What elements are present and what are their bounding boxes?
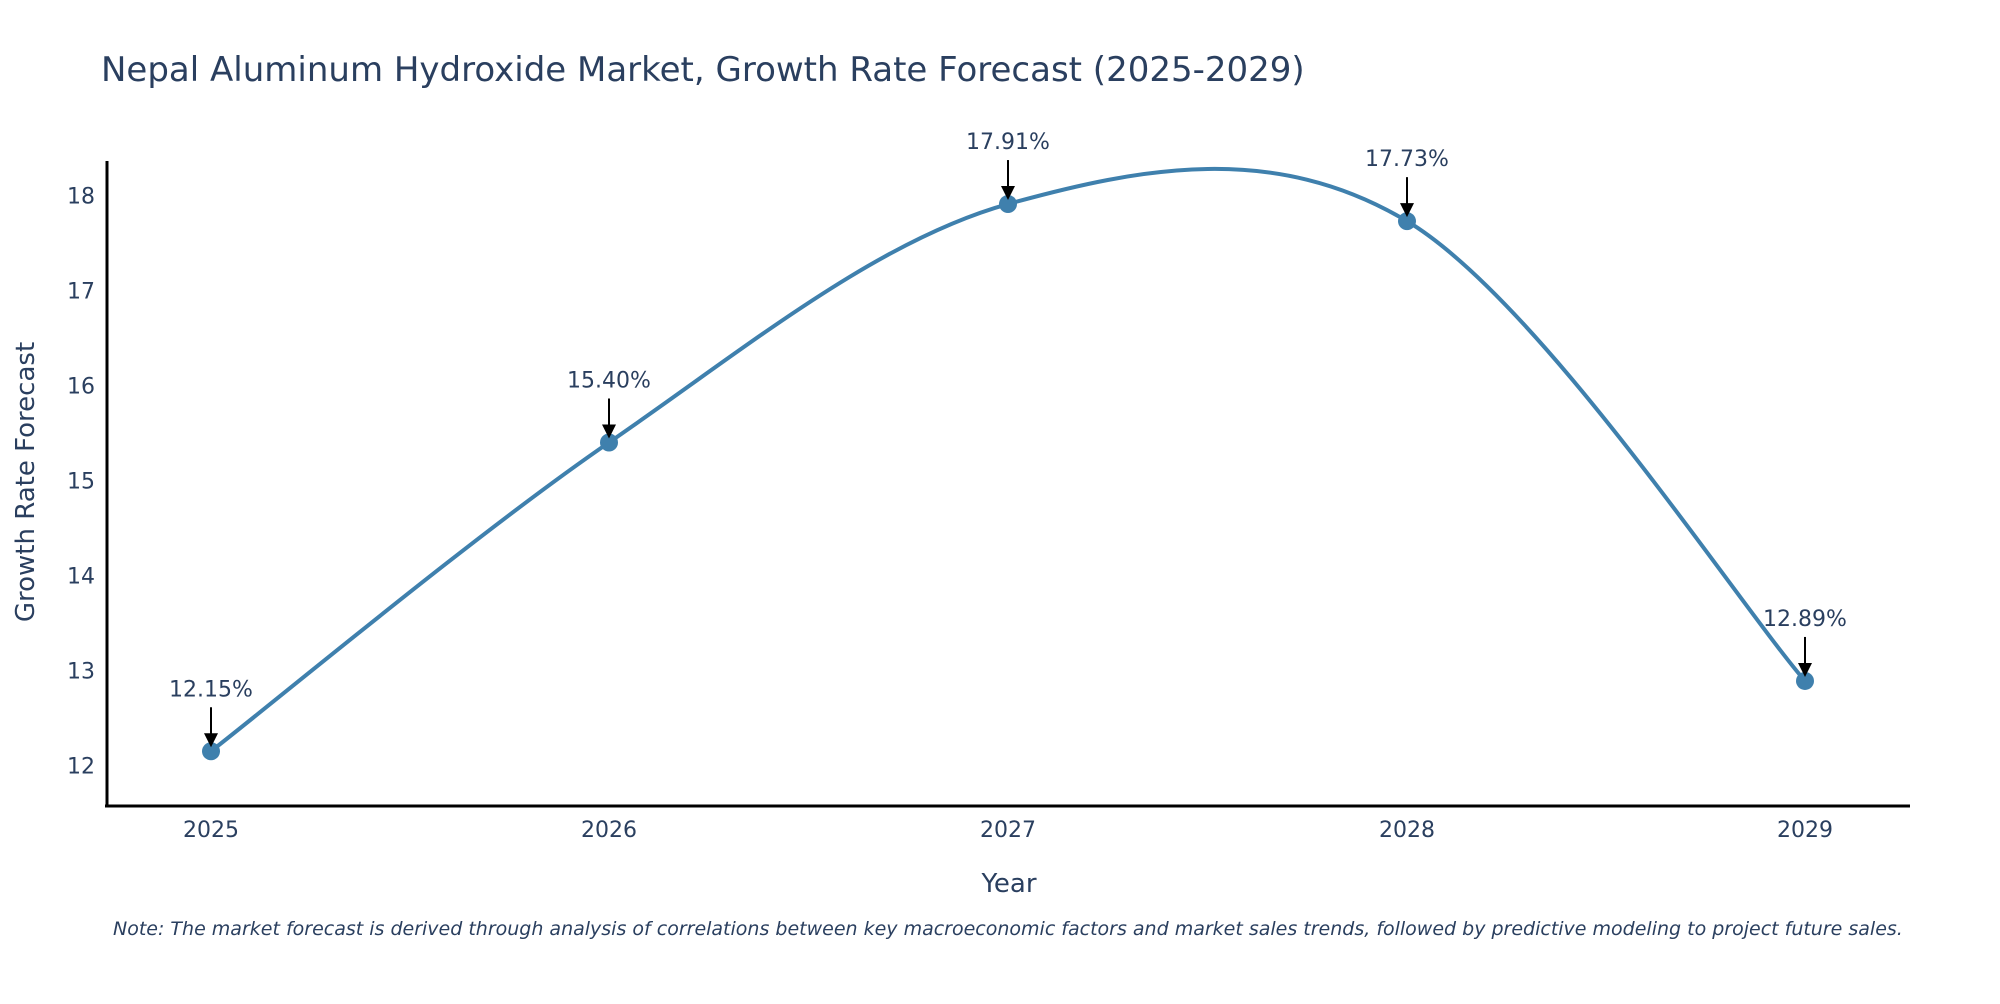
x-tick-label: 2026 xyxy=(581,818,637,843)
y-axis-title: Growth Rate Forecast xyxy=(11,342,41,622)
annotation-label: 15.40% xyxy=(567,369,651,394)
y-tick-label: 13 xyxy=(67,660,95,685)
annotation-arrow-head xyxy=(602,424,616,439)
annotation-label: 17.91% xyxy=(966,130,1050,155)
x-ticks: 2025 2026 2027 2028 2029 xyxy=(183,818,1833,843)
annotation-arrow-head xyxy=(1798,662,1812,677)
series-line xyxy=(209,166,1807,753)
annotation-label: 12.15% xyxy=(169,677,253,702)
markers xyxy=(202,195,1814,761)
x-tick-label: 2029 xyxy=(1777,818,1833,843)
data-point xyxy=(999,195,1017,214)
y-tick-label: 17 xyxy=(67,280,95,305)
y-ticks: 12 13 14 15 16 17 18 xyxy=(67,185,95,780)
y-tick-label: 16 xyxy=(67,375,95,400)
chart-title: Nepal Aluminum Hydroxide Market, Growth … xyxy=(101,50,1305,90)
y-tick-label: 12 xyxy=(67,755,95,780)
y-tick-label: 14 xyxy=(67,565,95,590)
x-tick-label: 2025 xyxy=(183,818,239,843)
data-point xyxy=(600,433,618,452)
annotation-arrow-head xyxy=(204,733,218,748)
annotation-arrow-head xyxy=(1001,186,1015,201)
y-tick-label: 18 xyxy=(67,185,95,210)
forecast-note: Note: The market forecast is derived thr… xyxy=(113,918,1903,940)
annotations: 12.15% 15.40% 17.91% 17.73% 12.89% xyxy=(169,130,1847,748)
x-tick-label: 2028 xyxy=(1379,818,1435,843)
x-tick-label: 2027 xyxy=(980,818,1036,843)
y-tick-label: 15 xyxy=(67,470,95,495)
x-axis-title: Year xyxy=(980,869,1036,899)
annotation-label: 12.89% xyxy=(1763,607,1847,632)
data-point xyxy=(1796,671,1814,690)
annotation-arrow-head xyxy=(1400,203,1414,218)
annotation-label: 17.73% xyxy=(1365,147,1449,172)
data-point xyxy=(1398,212,1416,231)
data-point xyxy=(202,742,220,761)
axes xyxy=(105,161,1910,808)
